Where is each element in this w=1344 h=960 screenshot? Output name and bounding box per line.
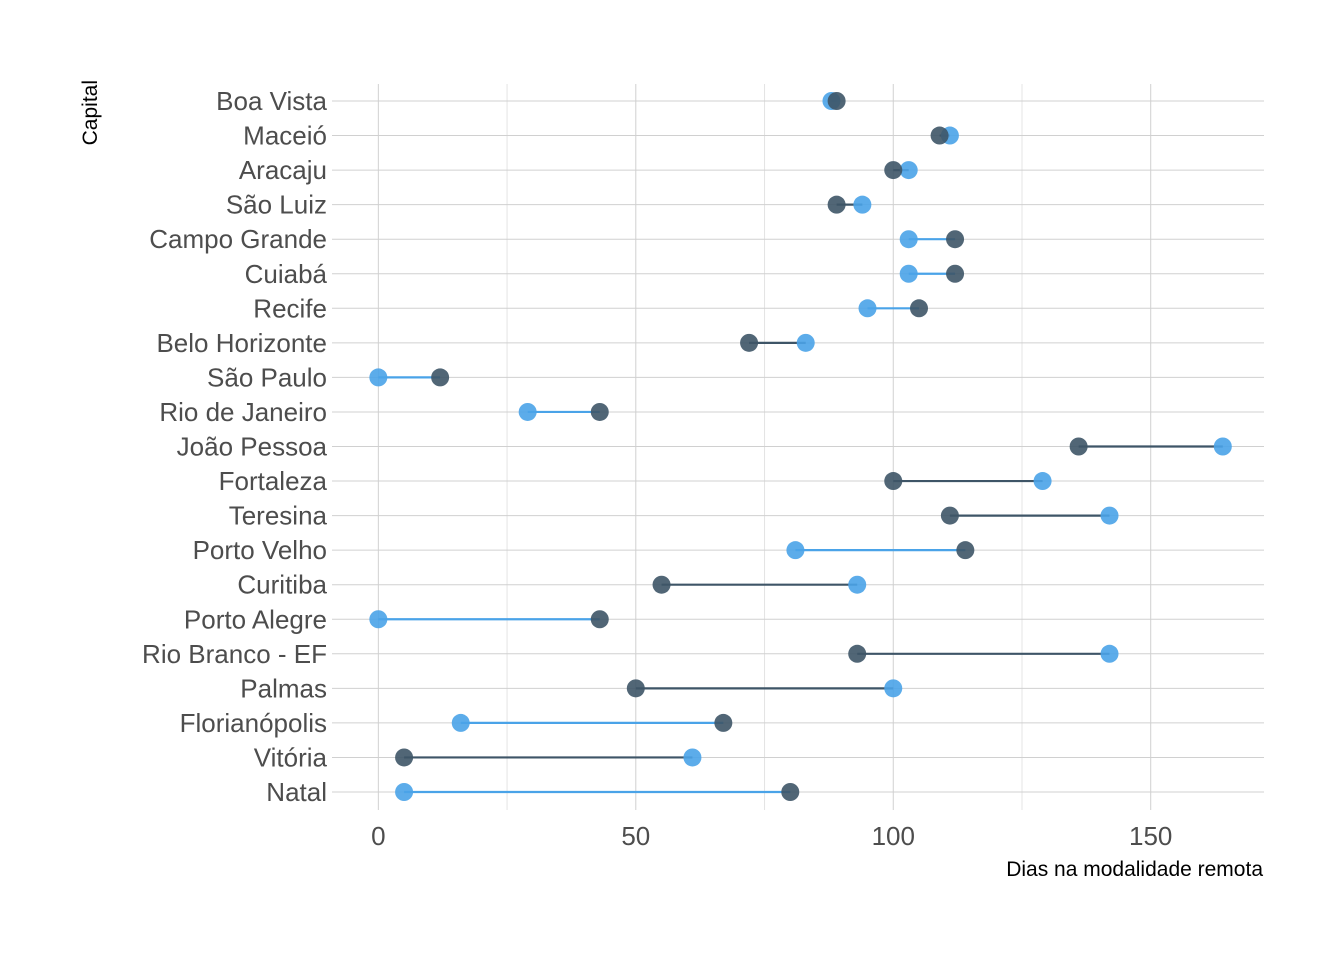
point-series-b: [1069, 437, 1088, 456]
point-series-b: [827, 195, 846, 214]
y-tick-label: Rio Branco - EF: [142, 639, 327, 669]
y-tick-label: São Paulo: [207, 362, 327, 392]
y-tick-label: Cuiabá: [245, 259, 328, 289]
point-series-b: [946, 230, 965, 249]
point-series-a: [1033, 472, 1052, 491]
y-tick-label: Campo Grande: [149, 224, 327, 254]
y-tick-labels: Boa Vista Maceió Aracaju São Luiz Campo Gran…: [142, 86, 327, 807]
point-series-b: [946, 264, 965, 283]
y-tick-label: Maceió: [243, 121, 327, 151]
y-tick-label: Teresina: [229, 501, 328, 531]
x-tick-label: 0: [371, 821, 385, 851]
y-tick-label: Belo Horizonte: [156, 328, 327, 358]
y-tick-label: Curitiba: [237, 570, 327, 600]
point-series-b: [781, 783, 800, 801]
point-series-a: [853, 195, 872, 214]
point-series-a: [786, 541, 805, 560]
y-tick-label: São Luiz: [226, 190, 327, 220]
y-tick-label: João Pessoa: [177, 432, 328, 462]
point-series-b: [714, 713, 733, 732]
x-tick-label: 150: [1129, 821, 1172, 851]
point-series-a: [884, 679, 903, 698]
x-axis-title: Dias na modalidade remota: [1006, 858, 1263, 881]
y-tick-label: Aracaju: [239, 155, 327, 185]
y-tick-label: Fortaleza: [219, 466, 328, 496]
point-series-b: [431, 368, 450, 387]
point-series-a: [858, 299, 877, 318]
y-tick-label: Rio de Janeiro: [159, 397, 327, 427]
point-series-b: [626, 679, 645, 698]
y-tick-label: Natal: [266, 777, 327, 807]
y-tick-label: Porto Alegre: [184, 604, 327, 634]
point-series-a: [395, 783, 414, 801]
y-tick-label: Vitória: [254, 742, 328, 772]
point-series-b: [848, 644, 867, 663]
point-series-b: [956, 541, 975, 560]
point-series-a: [1100, 506, 1119, 525]
y-tick-label: Boa Vista: [216, 86, 327, 116]
y-axis-title: Capital: [79, 80, 102, 145]
point-series-a: [369, 610, 388, 629]
point-series-a: [899, 230, 918, 249]
point-series-a: [451, 713, 470, 732]
point-series-b: [652, 575, 671, 594]
x-tick-label: 50: [621, 821, 650, 851]
point-series-a: [1213, 437, 1232, 456]
point-series-a: [899, 264, 918, 283]
y-tick-label: Palmas: [240, 673, 327, 703]
point-series-b: [827, 92, 846, 110]
point-series-b: [740, 333, 759, 352]
y-tick-label: Porto Velho: [193, 535, 327, 565]
point-series-b: [940, 506, 959, 525]
point-series-a: [683, 748, 702, 767]
point-series-a: [848, 575, 867, 594]
x-tick-labels: 0 50 100 150: [371, 821, 1172, 851]
point-series-b: [910, 299, 929, 318]
y-tick-label: Florianópolis: [180, 708, 327, 738]
point-series-b: [395, 748, 414, 767]
point-series-b: [884, 472, 903, 491]
dumbbell-segments: [378, 99, 1223, 794]
point-series-b: [590, 610, 609, 629]
point-series-b: [930, 126, 949, 145]
y-tick-label: Recife: [253, 293, 327, 323]
x-tick-label: 100: [872, 821, 915, 851]
point-series-a: [796, 333, 815, 352]
point-series-a: [518, 402, 537, 421]
data-points: [369, 92, 1232, 801]
point-series-b: [590, 402, 609, 421]
point-series-a: [1100, 644, 1119, 663]
point-series-b: [884, 161, 903, 180]
point-series-a: [369, 368, 388, 387]
point-series-a: [899, 161, 918, 180]
